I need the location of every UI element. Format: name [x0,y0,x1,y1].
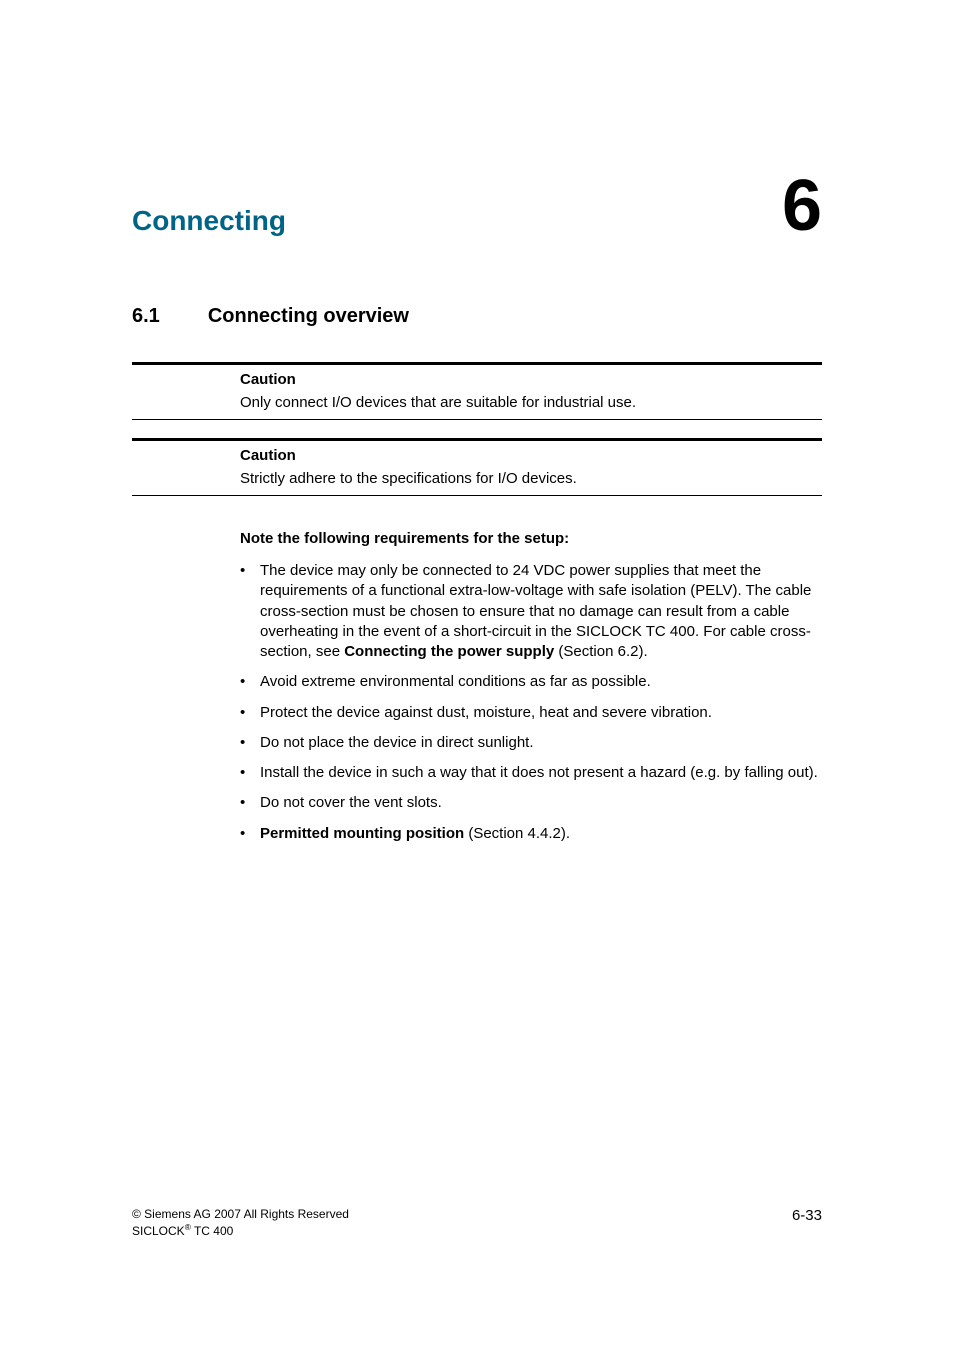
list-text: Do not place the device in direct sunlig… [260,734,534,751]
list-item: Permitted mounting position (Section 4.4… [240,824,822,844]
copyright-text: Siemens AG 2007 All Rights Reserved [141,1207,349,1221]
list-text: Protect the device against dust, moistur… [260,704,712,721]
caution-block-2: Caution Strictly adhere to the specifica… [132,438,822,496]
body-block: Note the following requirements for the … [240,530,822,854]
list-item: Do not cover the vent slots. [240,793,822,813]
section-title: Connecting overview [208,305,409,328]
caution-inner: Caution Only connect I/O devices that ar… [132,362,822,420]
caution-inner: Caution Strictly adhere to the specifica… [132,438,822,496]
chapter-header: Connecting 6 [132,170,822,242]
list-item: The device may only be connected to 24 V… [240,561,822,662]
chapter-number: 6 [782,170,822,242]
product-line: SICLOCK® TC 400 [132,1222,349,1240]
caution-block-1: Caution Only connect I/O devices that ar… [132,362,822,420]
product-name: SICLOCK [132,1224,185,1238]
page-footer: © Siemens AG 2007 All Rights Reserved SI… [132,1207,822,1240]
chapter-title: Connecting [132,205,286,237]
setup-list: The device may only be connected to 24 V… [240,561,822,844]
list-item: Do not place the device in direct sunlig… [240,733,822,753]
product-model: TC 400 [191,1224,233,1238]
footer-left: © Siemens AG 2007 All Rights Reserved SI… [132,1207,349,1240]
list-item: Avoid extreme environmental conditions a… [240,672,822,692]
section-number: 6.1 [132,305,160,328]
caution-heading: Caution [240,371,822,388]
caution-text: Only connect I/O devices that are suitab… [240,394,822,411]
note-heading: Note the following requirements for the … [240,530,822,547]
caution-text: Strictly adhere to the specifications fo… [240,470,822,487]
list-text: (Section 4.4.2). [464,825,570,842]
list-bold: Permitted mounting position [260,825,464,842]
list-text: Do not cover the vent slots. [260,794,442,811]
list-bold: Connecting the power supply [344,643,554,660]
list-text: (Section 6.2). [554,643,647,660]
page-root: Connecting 6 6.1 Connecting overview Cau… [0,0,954,1350]
section-header: 6.1 Connecting overview [132,305,822,328]
copyright-symbol: © [132,1207,141,1221]
list-item: Install the device in such a way that it… [240,763,822,783]
page-number: 6-33 [792,1207,822,1224]
list-text: Avoid extreme environmental conditions a… [260,673,651,690]
list-item: Protect the device against dust, moistur… [240,703,822,723]
caution-heading: Caution [240,447,822,464]
copyright-line: © Siemens AG 2007 All Rights Reserved [132,1207,349,1223]
list-text: Install the device in such a way that it… [260,764,818,781]
